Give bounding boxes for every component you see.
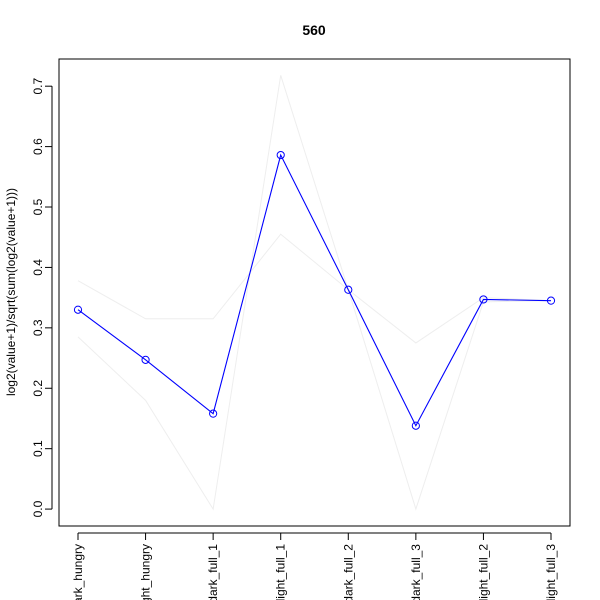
data-point xyxy=(546,296,556,305)
y-tick-label: 0.5 xyxy=(31,198,45,215)
data-point xyxy=(276,150,285,160)
x-tick-label: dark_full_2 xyxy=(341,544,355,600)
data-point xyxy=(73,305,83,314)
x-tick-label: light_full_1 xyxy=(274,544,288,600)
x-tick-label: dark_full_1 xyxy=(206,544,220,600)
y-tick-label: 0.4 xyxy=(31,259,45,276)
y-tick-label: 0.1 xyxy=(31,440,45,457)
x-tick-label: light_hungry xyxy=(139,544,153,600)
data-point xyxy=(479,295,488,304)
x-tick-label: dark_full_3 xyxy=(409,544,423,600)
x-axis: dark_hungry light_hungry dark_full_1 light_… xyxy=(71,532,558,600)
y-axis-label: log2(value+1)/sqrt(sum(log2(value+1))) xyxy=(4,188,18,396)
chart-title: 560 xyxy=(302,22,326,38)
y-tick-label: 0.0 xyxy=(31,500,45,517)
x-tick-label: light_full_3 xyxy=(544,544,558,600)
x-tick-label: dark_hungry xyxy=(71,544,85,600)
plot-frame xyxy=(58,58,571,527)
data-point xyxy=(209,409,218,418)
y-axis: 0.0 0.1 0.2 0.3 0.4 0.5 0.6 0.7 xyxy=(31,78,53,517)
y-tick-label: 0.6 xyxy=(31,138,45,155)
data-point xyxy=(141,355,150,364)
series-layer xyxy=(73,75,556,511)
series-line-2 xyxy=(77,75,552,511)
x-tick-label: light_full_2 xyxy=(476,544,490,600)
data-point xyxy=(344,285,353,294)
data-point xyxy=(411,421,420,430)
series-line-1 xyxy=(77,233,552,344)
series-line-0 xyxy=(77,153,552,427)
y-tick-label: 0.2 xyxy=(31,380,45,397)
y-tick-label: 0.7 xyxy=(31,78,45,95)
y-tick-label: 0.3 xyxy=(31,319,45,336)
